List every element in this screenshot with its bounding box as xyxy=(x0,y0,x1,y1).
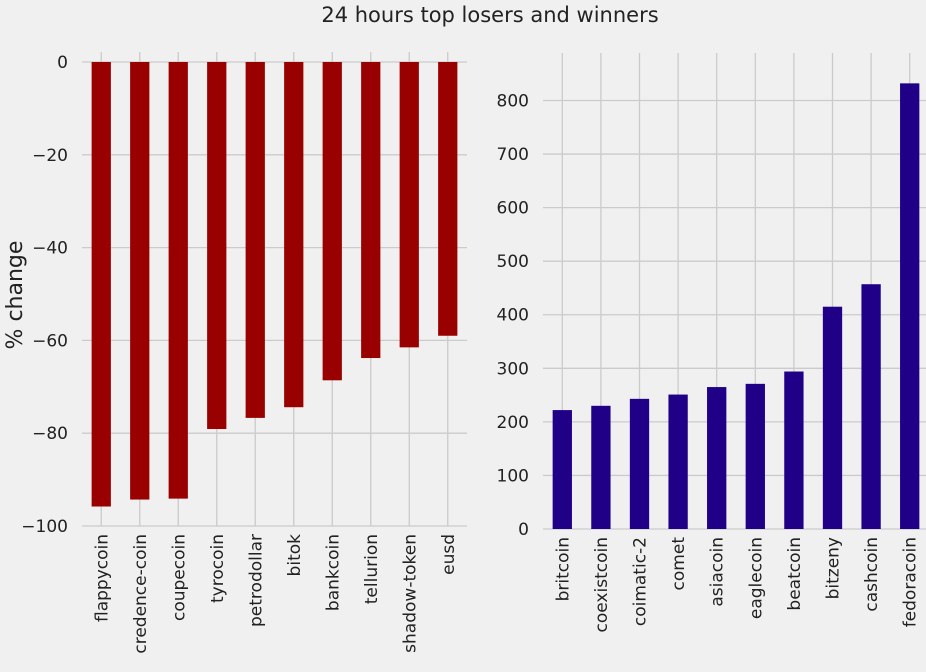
winners-y-tick-labels: 0 100 200 300 400 500 600 700 800 xyxy=(497,91,529,540)
losers-y-tick-label: 0 xyxy=(57,53,68,73)
losers-bars xyxy=(91,62,458,507)
winners-bar-coimatic-2 xyxy=(629,398,650,529)
losers-bar-tyrocoin xyxy=(207,62,227,430)
winners-y-tick-label: 600 xyxy=(497,199,529,219)
losers-x-tick-label: petrodollar xyxy=(246,534,266,627)
winners-y-tick-label: 300 xyxy=(497,359,529,379)
winners-x-tick-labels: britcoin coexistcoin coimatic-2 comet asiaco… xyxy=(553,537,920,633)
losers-bar-bankcoin xyxy=(322,62,342,381)
winners-y-tick-label: 800 xyxy=(497,91,529,111)
losers-x-tick-label: tellurion xyxy=(362,534,382,604)
winners-x-tick-label: fedoracoin xyxy=(901,537,921,627)
winners-panel: 0 100 200 300 400 500 600 700 800 britcoin coexis… xyxy=(497,53,926,632)
winners-y-tick-label: 100 xyxy=(497,466,529,486)
winners-bar-cashcoin xyxy=(861,284,881,529)
losers-y-tick-label: −100 xyxy=(21,517,68,537)
winners-bar-eaglecoin xyxy=(745,383,765,529)
losers-bar-shadow-token xyxy=(399,62,419,348)
losers-bar-bitok xyxy=(284,62,304,408)
losers-x-tick-label: shadow-token xyxy=(400,534,420,653)
losers-x-tick-label: credence-coin xyxy=(131,534,151,654)
winners-bar-britcoin xyxy=(552,410,572,529)
winners-bar-comet xyxy=(668,394,688,529)
winners-y-tick-label: 500 xyxy=(497,252,529,272)
winners-bar-beatcoin xyxy=(784,371,804,529)
losers-x-tick-labels: flappycoin credence-coin coupecoin tyrocoin… xyxy=(92,534,459,654)
winners-y-tick-label: 0 xyxy=(518,520,529,540)
losers-x-tick-label: eusd xyxy=(439,534,459,575)
losers-bar-eusd xyxy=(438,62,458,336)
winners-x-tick-label: coexistcoin xyxy=(592,537,612,632)
winners-bar-bitzeny xyxy=(822,306,843,529)
winners-bar-asiacoin xyxy=(707,387,727,529)
losers-x-tick-label: coupecoin xyxy=(169,534,189,621)
losers-y-tick-label: −80 xyxy=(32,424,68,444)
figure-title: 24 hours top losers and winners xyxy=(321,3,658,27)
losers-bar-coupecoin xyxy=(168,62,188,499)
losers-bar-credence-coin xyxy=(130,62,150,500)
winners-y-tick-label: 700 xyxy=(497,145,529,165)
losers-bar-tellurion xyxy=(361,62,381,359)
winners-x-tick-label: asiacoin xyxy=(708,537,728,607)
winners-bar-coexistcoin xyxy=(591,405,611,529)
losers-y-tick-label: −20 xyxy=(32,146,68,166)
losers-bar-flappycoin xyxy=(91,62,111,507)
losers-y-tick-labels: 0 −20 −40 −60 −80 −100 xyxy=(21,53,68,537)
winners-y-tick-label: 400 xyxy=(497,306,529,326)
losers-y-tick-label: −60 xyxy=(32,331,68,351)
winners-x-tick-label: coimatic-2 xyxy=(631,537,651,626)
winners-x-tick-label: cashcoin xyxy=(862,537,882,612)
losers-x-tick-label: bitok xyxy=(285,534,305,577)
losers-y-axis-label: % change xyxy=(3,241,28,350)
losers-y-tick-label: −40 xyxy=(32,239,68,259)
winners-y-tick-label: 200 xyxy=(497,413,529,433)
winners-bar-fedoracoin xyxy=(900,83,920,530)
winners-x-tick-label: britcoin xyxy=(553,537,573,601)
winners-x-tick-label: eaglecoin xyxy=(746,537,766,619)
winners-x-tick-label: bitzeny xyxy=(824,537,844,599)
losers-x-tick-label: flappycoin xyxy=(92,534,112,622)
winners-x-tick-label: beatcoin xyxy=(785,537,805,611)
winners-x-tick-label: comet xyxy=(669,537,689,591)
winners-bars xyxy=(552,83,920,530)
losers-panel: 0 −20 −40 −60 −80 −100 flappycoin credence-coi… xyxy=(3,52,467,654)
losers-x-tick-label: bankcoin xyxy=(323,534,343,611)
losers-x-tick-label: tyrocoin xyxy=(208,534,228,603)
losers-bar-petrodollar xyxy=(245,62,265,418)
